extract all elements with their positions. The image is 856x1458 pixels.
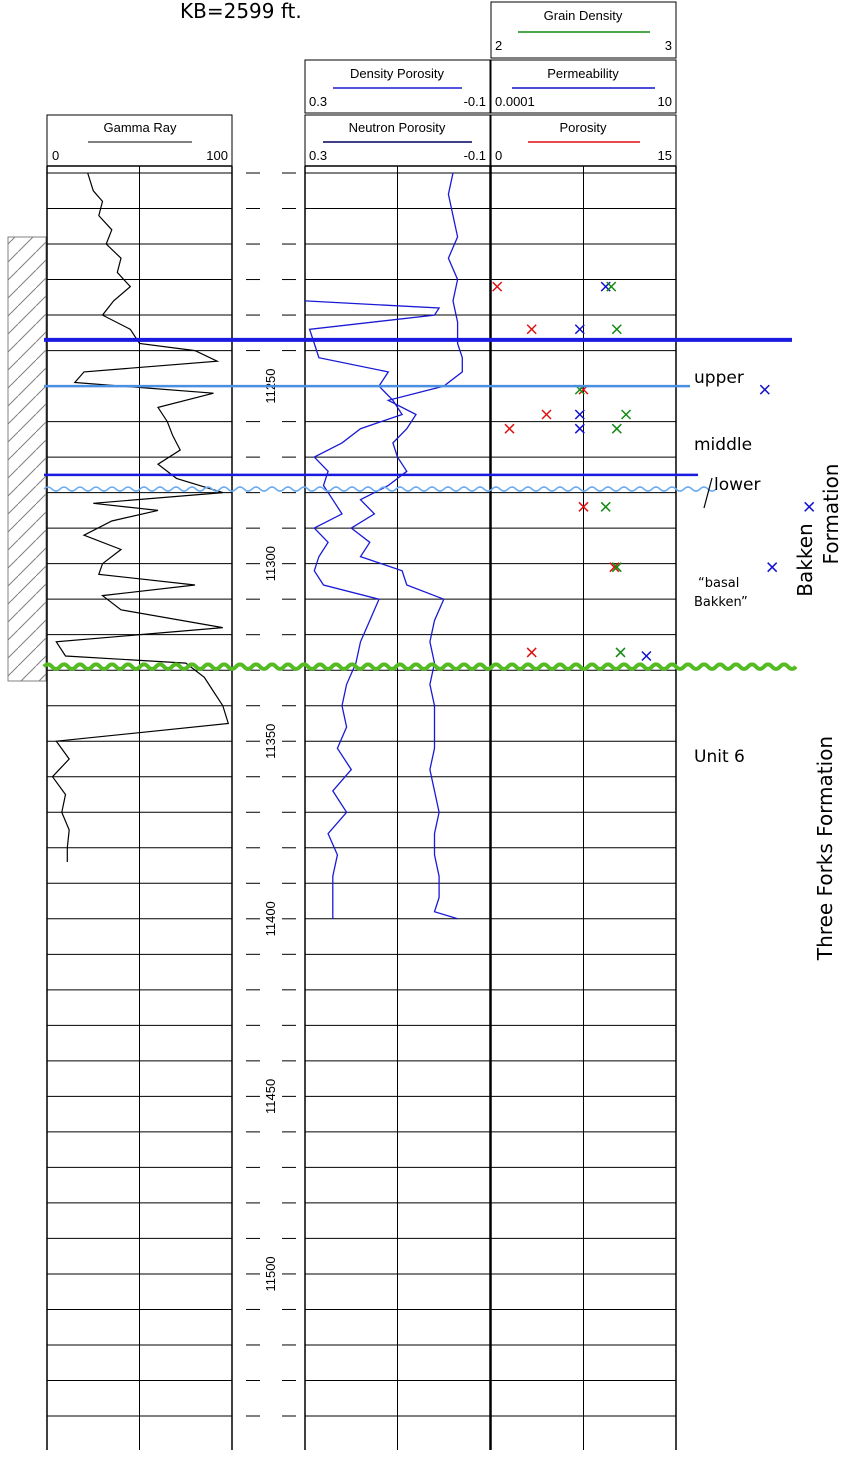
permeability-point bbox=[759, 384, 770, 395]
basal-bakken-label-2: Bakken” bbox=[694, 595, 748, 610]
depth-label-11500: 11500 bbox=[263, 1256, 278, 1291]
porosity-title: Porosity bbox=[560, 120, 607, 135]
grain-density-point bbox=[611, 324, 622, 335]
bakken-interval-hatch bbox=[7, 236, 47, 682]
density-porosity-min: 0.3 bbox=[309, 94, 327, 109]
formation-horizons bbox=[42, 337, 798, 671]
bakken-base-unconformity bbox=[43, 486, 717, 492]
permeability-point bbox=[574, 409, 585, 420]
upper-bakken-label: upper bbox=[694, 368, 744, 388]
permeability-point bbox=[804, 501, 815, 512]
middle-bakken-label: middle bbox=[694, 435, 752, 455]
grain-density-point bbox=[615, 647, 626, 658]
grain-density-point bbox=[606, 281, 617, 292]
depth-label-11300: 11300 bbox=[263, 546, 278, 581]
density-porosity-curve bbox=[304, 300, 441, 919]
density-porosity-max: -0.1 bbox=[464, 94, 486, 109]
depth-labels: 11250 11300 11350 11400 11450 11500 bbox=[263, 368, 278, 1291]
lower-bakken-label: lower bbox=[714, 475, 760, 495]
three-forks-formation-label: Three Forks Formation bbox=[813, 736, 837, 961]
grain-density-title: Grain Density bbox=[544, 8, 623, 23]
permeability-title: Permeability bbox=[547, 66, 619, 81]
unit6-label: Unit 6 bbox=[694, 747, 745, 767]
gamma-ray-max: 100 bbox=[206, 148, 228, 163]
grain-density-point bbox=[611, 562, 622, 573]
depth-label-11400: 11400 bbox=[263, 901, 278, 936]
kb-label: KB=2599 ft. bbox=[180, 0, 302, 23]
grain-density-point bbox=[621, 409, 632, 420]
log-grid bbox=[46, 165, 677, 1450]
porosity-point bbox=[609, 562, 620, 573]
gamma-ray-title: Gamma Ray bbox=[104, 120, 177, 135]
porosity-point bbox=[526, 647, 537, 658]
permeability-max: 10 bbox=[658, 94, 672, 109]
three-forks-unconformity bbox=[42, 662, 798, 671]
porosity-point bbox=[492, 281, 503, 292]
grain-density-min: 2 bbox=[495, 38, 502, 53]
basal-bakken-label-1: “basal bbox=[698, 576, 739, 591]
depth-label-11450: 11450 bbox=[263, 1079, 278, 1114]
permeability-point bbox=[574, 324, 585, 335]
gamma-ray-curve bbox=[51, 172, 230, 862]
density-porosity-title: Density Porosity bbox=[350, 66, 444, 81]
porosity-min: 0 bbox=[495, 148, 502, 163]
grain-density-point bbox=[611, 423, 622, 434]
bakken-formation-label-2: Formation bbox=[819, 464, 843, 565]
porosity-point bbox=[541, 409, 552, 420]
permeability-point bbox=[574, 423, 585, 434]
core-sample-markers bbox=[492, 281, 815, 662]
neutron-porosity-max: -0.1 bbox=[464, 148, 486, 163]
porosity-point bbox=[526, 324, 537, 335]
permeability-point bbox=[641, 650, 652, 662]
neutron-porosity-curve bbox=[350, 172, 463, 920]
lower-bakken-leader bbox=[703, 477, 713, 509]
grain-density-point bbox=[600, 501, 611, 512]
neutron-porosity-min: 0.3 bbox=[309, 148, 327, 163]
neutron-porosity-title: Neutron Porosity bbox=[349, 120, 446, 135]
gamma-ray-min: 0 bbox=[52, 148, 59, 163]
porosity-point bbox=[578, 501, 589, 512]
permeability-min: 0.0001 bbox=[495, 94, 535, 109]
porosity-max: 15 bbox=[658, 148, 672, 163]
permeability-point bbox=[767, 562, 778, 573]
porosity-point bbox=[504, 423, 515, 434]
grain-density-max: 3 bbox=[665, 38, 672, 53]
depth-label-11350: 11350 bbox=[263, 724, 278, 759]
track-headers: Gamma Ray 0 100 Density Porosity 0.3 -0.… bbox=[46, 1, 677, 167]
bakken-formation-label-1: Bakken bbox=[793, 523, 817, 596]
